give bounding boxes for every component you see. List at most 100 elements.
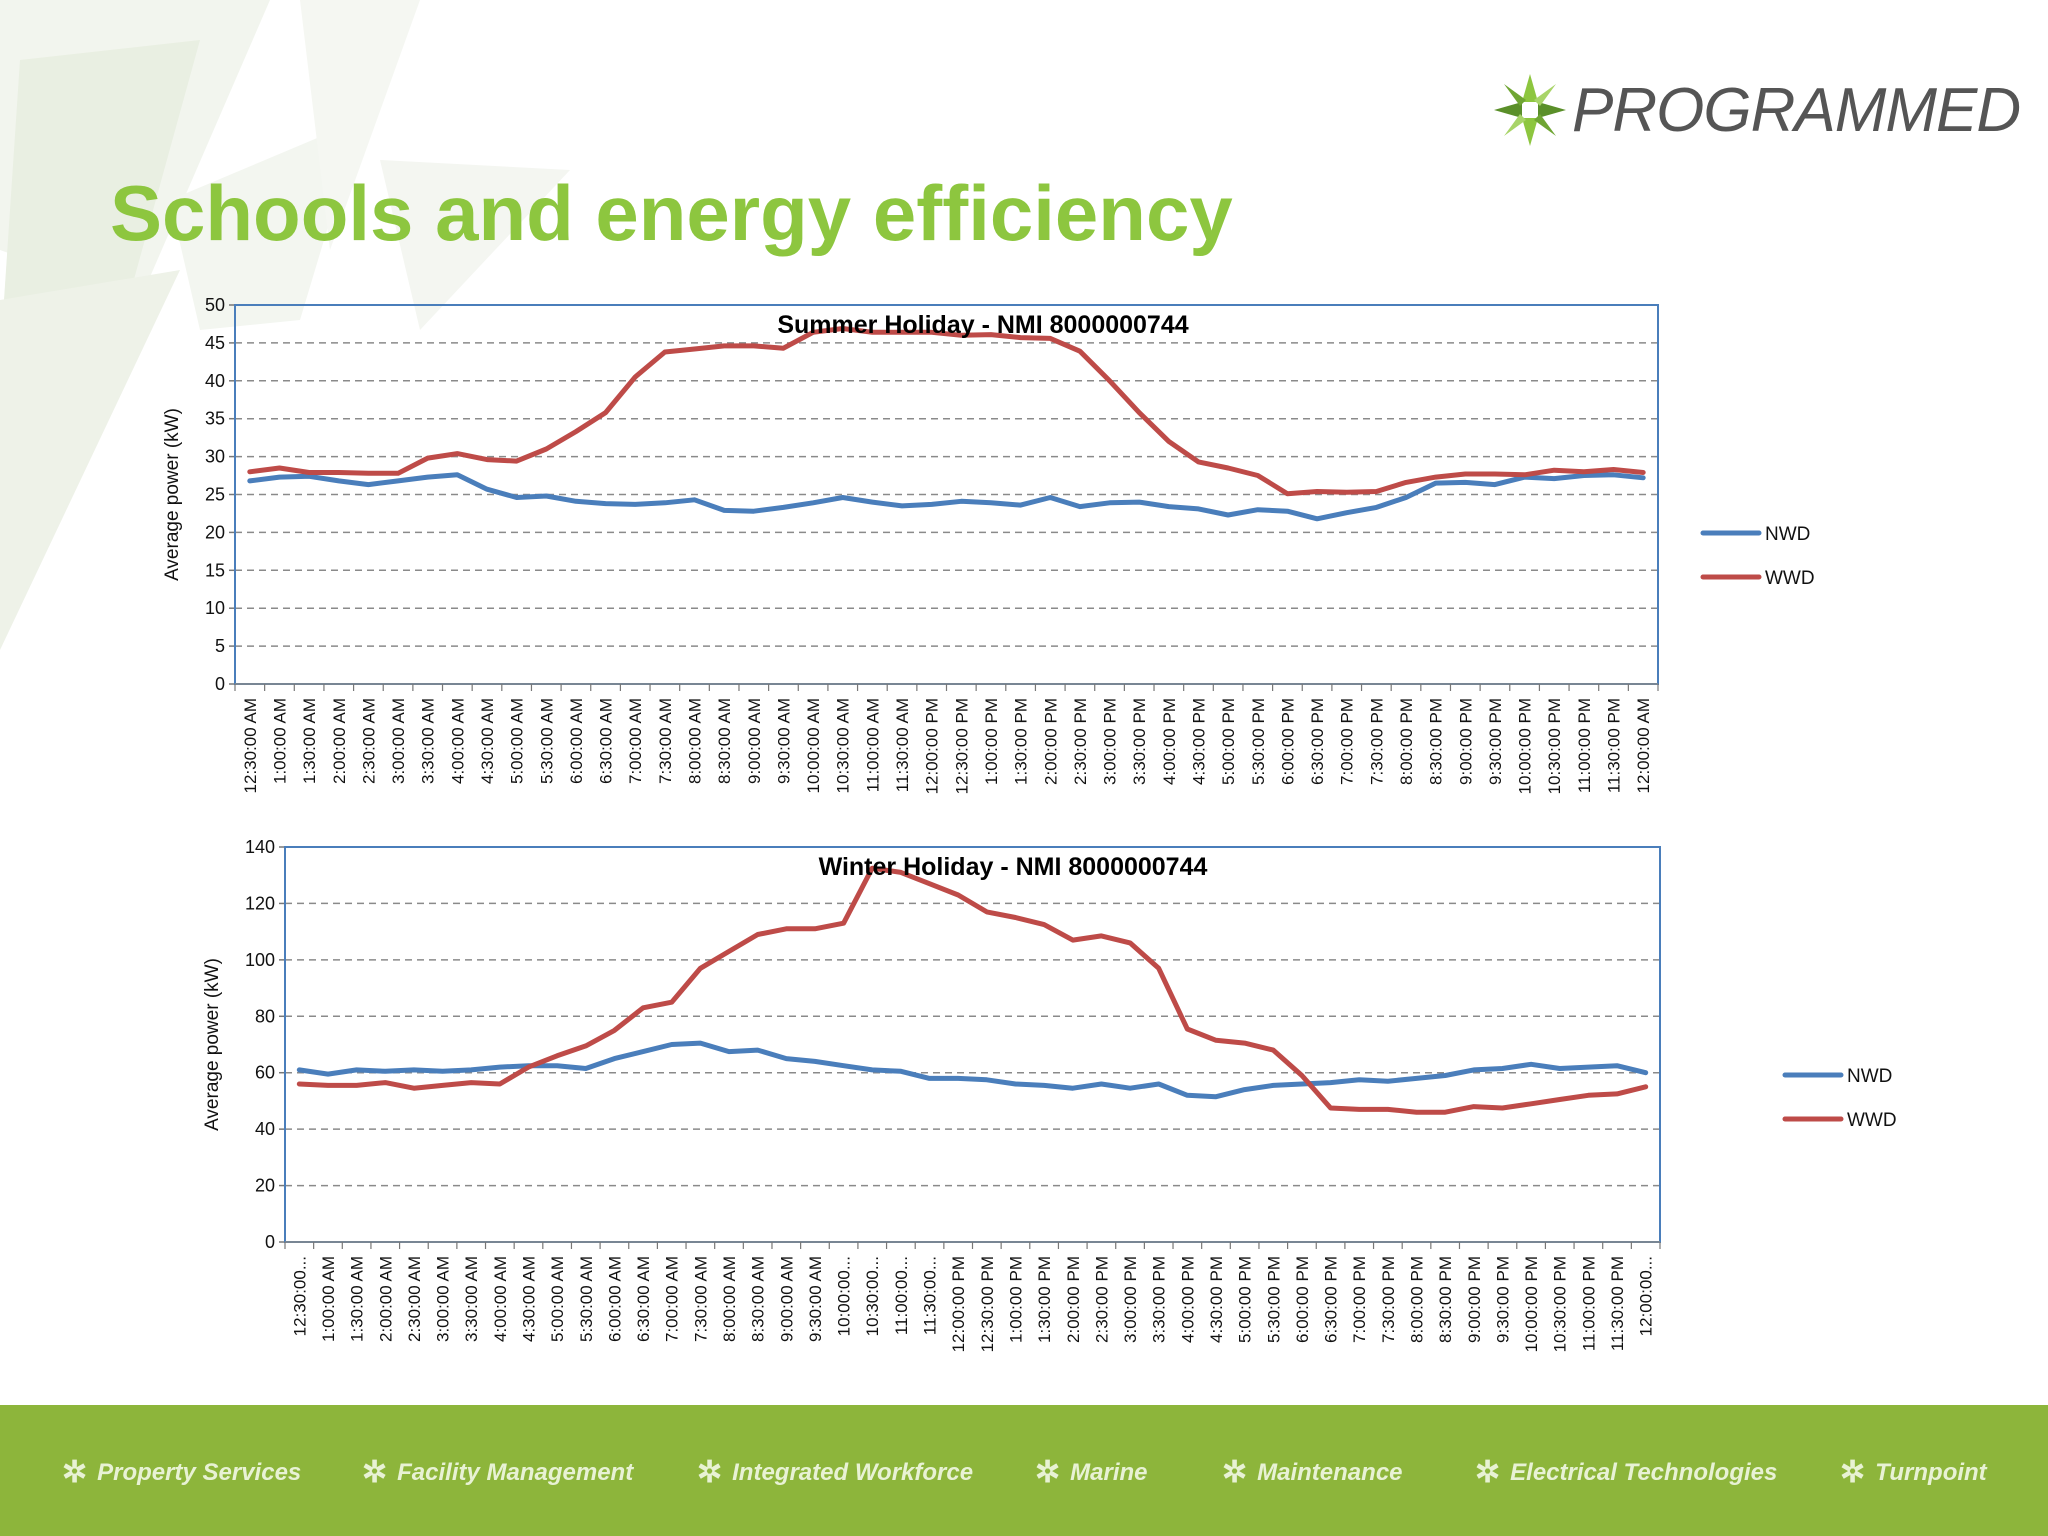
x-tick-label: 10:00:00 AM [804,698,823,793]
gear-icon: ✲ [362,1456,388,1489]
y-tick-label: 20 [255,1176,275,1196]
x-tick-label: 5:30:00 PM [1249,698,1268,785]
x-tick-label: 9:30:00 AM [774,698,793,784]
footer-bar: ✲ Property Services ✲ Facility Management … [0,1405,2048,1536]
x-tick-label: 1:00:00 PM [1006,1256,1025,1343]
y-tick-label: 5 [215,636,225,656]
series-line-nwd [247,472,1646,522]
footer-item-label: Maintenance [1257,1458,1403,1486]
x-tick-label: 10:30:00 PM [1545,698,1564,794]
x-tick-label: 2:00:00 AM [330,698,349,784]
x-tick-label: 11:00:00 AM [863,698,882,792]
x-tick-label: 5:00:00 AM [508,698,527,784]
x-tick-label: 6:00:00 AM [567,698,586,784]
x-tick-label: 1:00:00 AM [270,698,289,784]
x-tick-label: 6:00:00 PM [1293,1256,1312,1343]
y-tick-label: 40 [255,1119,275,1139]
x-tick-label: 12:30:00... [290,1256,309,1336]
x-tick-label: 11:30:00 PM [1605,698,1624,793]
x-tick-label: 5:00:00 PM [1219,698,1238,785]
y-tick-label: 30 [205,447,225,467]
x-tick-label: 3:00:00 PM [1101,698,1120,785]
x-tick-label: 8:00:00 AM [720,1256,739,1342]
summer-holiday-chart: 0 5 10 15 20 25 30 35 40 45 50 12:30:00 AM 1:00:00 A… [162,295,1815,794]
footer-item-label: Property Services [97,1458,302,1486]
footer-item-integrated-workforce[interactable]: ✲ Integrated Workforce [697,1455,973,1490]
footer-item-label: Electrical Technologies [1510,1458,1778,1486]
x-tick-label: 3:30:00 AM [462,1256,481,1342]
x-tick-label: 4:30:00 PM [1189,698,1208,785]
x-tick-label: 9:00:00 AM [777,1256,796,1342]
x-tick-label: 10:30:00 PM [1551,1256,1570,1352]
y-tick-label: 0 [265,1232,275,1252]
x-tick-label: 12:00:00 PM [949,1256,968,1352]
x-tick-label: 7:00:00 PM [1350,1256,1369,1343]
x-tick-label: 9:30:00 PM [1493,1256,1512,1343]
x-tick-label: 2:00:00 PM [1041,698,1060,785]
x-tick-label: 9:30:00 PM [1486,698,1505,785]
footer-item-label: Integrated Workforce [732,1458,974,1486]
footer-item-label: Facility Management [397,1458,634,1486]
x-tick-label: 8:30:00 AM [715,698,734,784]
x-tick-label: 11:00:00 PM [1579,1256,1598,1351]
x-tick-label: 4:30:00 AM [519,1256,538,1342]
y-tick-label: 80 [255,1006,275,1026]
x-tick-label: 10:00:00... [835,1256,854,1336]
x-tick-label: 2:00:00 PM [1064,1256,1083,1343]
x-tick-label: 6:00:00 AM [605,1256,624,1342]
x-tick-label: 4:00:00 AM [491,1256,510,1342]
x-tick-label: 3:00:00 AM [389,698,408,784]
x-tick-label: 1:00:00 AM [319,1256,338,1342]
footer-item-electrical-technologies[interactable]: ✲ Electrical Technologies [1475,1455,1777,1490]
company-logo: PROGRAMMED [1490,70,2030,150]
x-tick-label: 2:30:00 AM [359,698,378,784]
x-tick-label: 1:30:00 AM [348,1256,367,1342]
x-tick-label: 10:00:00 PM [1522,1256,1541,1352]
gear-icon: ✲ [697,1456,723,1489]
footer-item-maintenance[interactable]: ✲ Maintenance [1222,1455,1403,1490]
chart-title: Winter Holiday - NMI 8000000744 [819,853,1208,881]
x-tick-label: 3:30:00 PM [1150,1256,1169,1343]
x-tick-label: 6:30:00 AM [634,1256,653,1342]
x-tick-label: 7:00:00 AM [663,1256,682,1342]
x-tick-label: 5:00:00 AM [548,1256,567,1342]
footer-item-property-services[interactable]: ✲ Property Services [62,1455,301,1490]
x-tick-label: 3:30:00 AM [419,698,438,784]
x-tick-label: 7:30:00 AM [656,698,675,784]
legend-label-wwd: WWD [1765,568,1815,589]
footer-item-label: Marine [1070,1458,1148,1486]
x-tick-label: 11:00:00... [892,1256,911,1335]
y-tick-label: 35 [205,409,225,429]
x-tick-label: 1:30:00 PM [1035,1256,1054,1343]
x-tick-label: 11:30:00... [921,1256,940,1335]
x-tick-label: 4:30:00 PM [1207,1256,1226,1343]
footer-item-turnpoint[interactable]: ✲ Turnpoint [1840,1455,1987,1490]
x-tick-label: 5:30:00 PM [1264,1256,1283,1343]
series-line-wwd [296,865,1649,1115]
y-tick-label: 25 [205,485,225,505]
footer-item-label: Turnpoint [1875,1458,1987,1486]
x-tick-label: 8:30:00 PM [1427,698,1446,785]
series-line-wwd [247,326,1646,497]
gear-icon: ✲ [1840,1456,1866,1489]
x-tick-label: 3:30:00 PM [1130,698,1149,785]
footer-item-marine[interactable]: ✲ Marine [1035,1455,1148,1490]
x-tick-label: 7:30:00 PM [1367,698,1386,785]
x-tick-label: 11:30:00 AM [893,698,912,792]
x-tick-label: 8:30:00 PM [1436,1256,1455,1343]
x-tick-label: 11:00:00 PM [1575,698,1594,793]
legend-label-nwd: NWD [1847,1066,1892,1087]
x-tick-label: 4:30:00 AM [478,698,497,784]
y-tick-label: 120 [245,893,275,913]
y-tick-label: 60 [255,1063,275,1083]
star-logo-icon [1494,74,1566,146]
winter-holiday-chart: 0 20 40 60 80 100 120 140 12:30:00... 1:00:00 AM 1… [202,837,1897,1352]
y-tick-label: 50 [205,295,225,315]
x-tick-label: 9:30:00 AM [806,1256,825,1342]
x-tick-label: 6:00:00 PM [1278,698,1297,785]
x-tick-label: 1:00:00 PM [982,698,1001,785]
x-tick-label: 12:00:00 PM [923,698,942,794]
footer-item-facility-management[interactable]: ✲ Facility Management [362,1455,633,1490]
slide-title: Schools and energy efficiency [110,169,1233,257]
x-tick-label: 5:30:00 AM [577,1256,596,1342]
